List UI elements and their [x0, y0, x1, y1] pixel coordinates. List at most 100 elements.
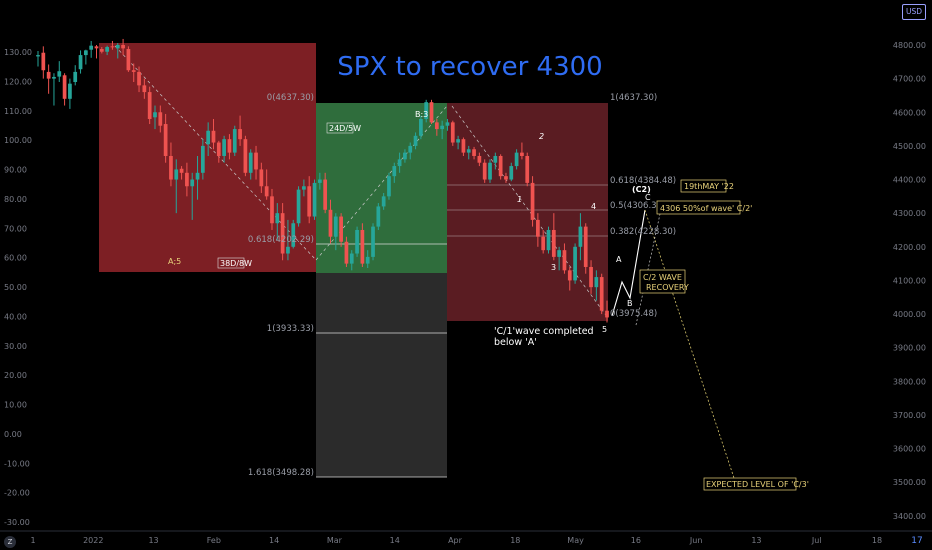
right-tick-label: 4100.00: [893, 276, 926, 285]
candle-body: [403, 152, 407, 160]
x-tick-label: 16: [631, 536, 641, 545]
candle: [153, 105, 157, 130]
candle-body: [270, 196, 274, 224]
candle: [36, 51, 40, 67]
candle: [461, 137, 466, 156]
candle: [227, 134, 232, 160]
currency-badge[interactable]: USD: [902, 4, 926, 20]
fib-label-a-618: 0.618(4202.29): [248, 235, 314, 245]
candle-body: [339, 216, 343, 242]
candle: [94, 44, 99, 59]
candle: [243, 135, 248, 177]
left-tick-label: 90.00: [4, 166, 27, 175]
candle: [498, 154, 503, 180]
candle-body: [599, 277, 604, 311]
candle: [525, 152, 530, 187]
expected-note-box: [703, 477, 797, 491]
recovery-note-line2: RECOVERY: [646, 283, 689, 292]
left-axis: 130.00 120.00 110.00 100.00 90.00 80.00 70.00 6…: [4, 48, 32, 527]
candle: [232, 125, 237, 156]
candle: [195, 155, 200, 200]
wave-label-a: A: [616, 255, 622, 264]
candle-body: [232, 129, 237, 153]
right-tick-label: 4700.00: [893, 75, 926, 84]
candle: [445, 118, 450, 131]
candle-body: [302, 186, 306, 190]
candle: [307, 176, 312, 224]
candle: [365, 250, 370, 268]
candle-body: [57, 71, 62, 77]
x-tick-label: 2022: [83, 536, 103, 545]
candle: [419, 115, 423, 140]
candle-body: [546, 229, 551, 251]
candle-body: [163, 124, 168, 156]
candle-body: [493, 155, 498, 163]
candle: [472, 146, 476, 160]
candle: [99, 47, 104, 54]
x-tick-label: 13: [148, 536, 158, 545]
right-tick-label: 4600.00: [893, 108, 926, 117]
candle: [302, 179, 306, 197]
candle: [105, 45, 109, 56]
candle: [477, 152, 482, 167]
candle-body: [344, 241, 349, 264]
left-tick-label: -20.00: [4, 489, 30, 498]
candle: [89, 40, 94, 58]
left-tick-label: 30.00: [4, 342, 27, 351]
candle-body: [110, 46, 115, 48]
candle: [482, 159, 487, 183]
candle: [344, 236, 349, 267]
left-tick-label: 60.00: [4, 254, 27, 263]
candle-body: [52, 76, 56, 79]
candle: [121, 38, 125, 56]
zoom-icon[interactable]: Z: [4, 536, 16, 548]
x-tick-label: Jul: [811, 536, 822, 545]
candle-body: [73, 71, 78, 82]
zone-a-label: A;5: [168, 257, 181, 266]
candle-body: [530, 182, 535, 220]
candle: [573, 243, 577, 284]
candle-body: [408, 145, 413, 153]
candle-body: [536, 219, 540, 237]
right-tick-label: 3700.00: [893, 411, 926, 420]
zone-c-rect: [447, 103, 608, 321]
candle: [450, 120, 455, 146]
left-tick-label: 20.00: [4, 371, 27, 380]
right-tick-label: 4400.00: [893, 176, 926, 185]
candle-body: [413, 135, 418, 146]
left-tick-label: 80.00: [4, 195, 27, 204]
left-tick-label: 120.00: [4, 77, 32, 86]
fib-label-c-05: 0.5(4306.39): [610, 201, 665, 211]
candle-body: [578, 226, 583, 247]
candle-body: [254, 152, 258, 170]
candle: [179, 166, 184, 180]
candle-body: [296, 189, 301, 224]
candle: [429, 99, 434, 125]
candle: [211, 118, 216, 150]
candle: [520, 142, 524, 160]
fib-label-c-382: 0.382(4228.30): [610, 227, 676, 237]
candle: [371, 223, 375, 261]
candle-body: [477, 155, 482, 163]
candle: [594, 270, 599, 301]
wave-label-2: 2: [539, 132, 544, 141]
fib-label-c-top: 1(4637.30): [610, 93, 657, 103]
candle: [578, 213, 583, 261]
x-tick-label: 14: [269, 536, 279, 545]
candle: [589, 260, 593, 294]
zone-a-time-label: 38D/8W: [220, 259, 252, 268]
candle-body: [227, 139, 232, 153]
wave-label-b: B: [627, 299, 633, 308]
candle: [424, 99, 429, 123]
candle-body: [504, 176, 508, 180]
candle-body: [131, 70, 136, 72]
candle: [323, 172, 328, 214]
left-tick-label: -30.00: [4, 518, 30, 527]
candle-body: [126, 49, 131, 71]
candle: [185, 162, 189, 197]
candle-body: [99, 49, 104, 52]
right-tick-label: 3900.00: [893, 344, 926, 353]
candle-body: [78, 55, 83, 70]
tradingview-logo-icon[interactable]: 17: [911, 536, 923, 546]
